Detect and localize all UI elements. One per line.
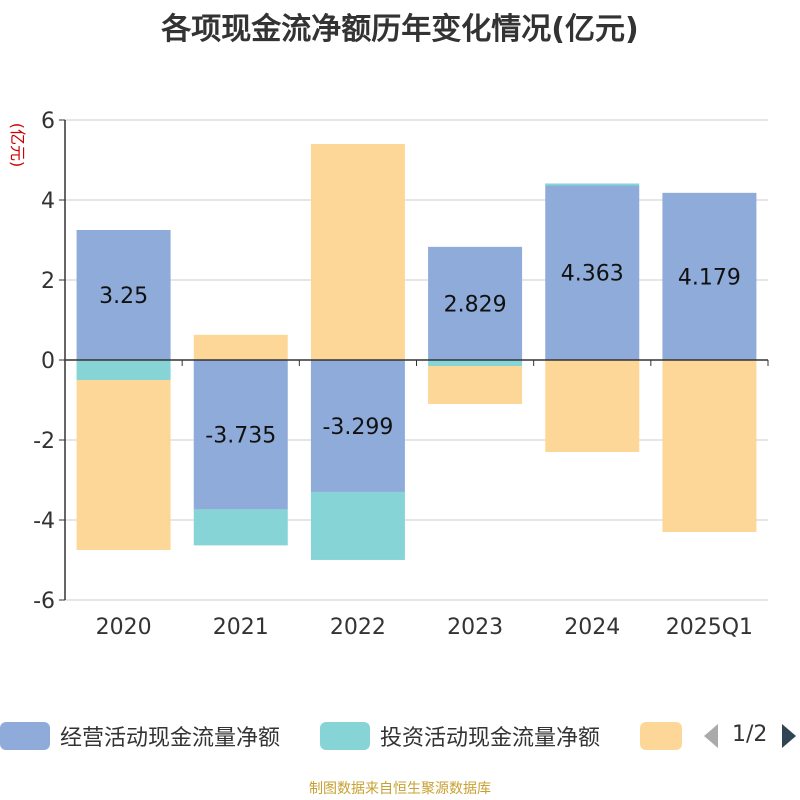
legend-swatch-financing bbox=[640, 722, 682, 750]
data-label: -3.299 bbox=[322, 415, 393, 440]
bar-series2-2020 bbox=[76, 380, 171, 550]
source-note: 制图数据来自恒生聚源数据库 bbox=[309, 781, 491, 797]
y-tick-label: -2 bbox=[33, 429, 55, 454]
bar-series0-2024 bbox=[545, 185, 640, 360]
x-tick-label: 2022 bbox=[330, 615, 386, 640]
y-axis-label: (亿元) bbox=[8, 123, 27, 168]
legend-item-operating[interactable]: 经营活动现金流量净额 bbox=[0, 716, 280, 756]
y-tick-label: 0 bbox=[41, 349, 55, 374]
bar-series0-2022 bbox=[310, 360, 405, 492]
x-tick-label: 2021 bbox=[213, 615, 269, 640]
bar-series0-2020 bbox=[76, 230, 171, 360]
legend-swatch-investing bbox=[320, 722, 370, 750]
bar-series0-2021 bbox=[193, 360, 288, 510]
legend-label-investing: 投资活动现金流量净额 bbox=[380, 726, 601, 751]
bar-series1-2024 bbox=[545, 183, 640, 186]
y-tick-label: -6 bbox=[33, 589, 55, 614]
x-tick-label: 2023 bbox=[447, 615, 503, 640]
legend-label-operating: 经营活动现金流量净额 bbox=[60, 726, 281, 751]
x-tick-label: 2025Q1 bbox=[666, 615, 753, 640]
legend-pager: 1/2 bbox=[700, 716, 800, 756]
bars bbox=[76, 144, 757, 560]
axes: -6 -4 -2 0 2 4 6 2020 2021 2022 2023 2024 2025Q1 (亿元) bbox=[8, 109, 769, 640]
chart-title: 各项现金流净额历年变化情况(亿元) bbox=[161, 12, 639, 47]
data-labels: 3.25 -3.735 -3.299 2.829 4.363 4.179 bbox=[99, 262, 741, 449]
bar-series1-2021 bbox=[193, 509, 288, 546]
bar-series0-2023 bbox=[428, 246, 523, 360]
x-tick-label: 2024 bbox=[564, 615, 620, 640]
legend-item-investing[interactable]: 投资活动现金流量净额 bbox=[320, 716, 600, 756]
y-tick-label: 2 bbox=[41, 269, 55, 294]
legend-swatch-operating bbox=[0, 722, 50, 750]
next-page-icon[interactable] bbox=[780, 722, 798, 750]
data-label: 4.179 bbox=[678, 265, 741, 290]
data-label: 3.25 bbox=[99, 284, 148, 309]
bar-series1-2023 bbox=[428, 360, 523, 366]
bar-series1-2020 bbox=[76, 360, 171, 380]
bar-series1-2022 bbox=[310, 491, 405, 560]
bar-series0-2025Q1 bbox=[662, 192, 757, 360]
grid-lines bbox=[65, 119, 768, 601]
bar-series2-2025Q1 bbox=[662, 360, 757, 532]
bar-series2-2021 bbox=[193, 334, 288, 360]
data-label: -3.735 bbox=[205, 424, 276, 449]
prev-page-icon[interactable] bbox=[702, 722, 720, 750]
y-tick-label: -4 bbox=[33, 509, 55, 534]
bar-series2-2022 bbox=[310, 144, 405, 360]
y-tick-label: 6 bbox=[41, 109, 55, 134]
bar-series2-2023 bbox=[428, 366, 523, 404]
data-label: 2.829 bbox=[444, 292, 507, 317]
legend-page-indicator: 1/2 bbox=[732, 722, 768, 747]
data-label: 4.363 bbox=[561, 262, 624, 287]
bar-series2-2024 bbox=[545, 360, 640, 452]
x-tick-label: 2020 bbox=[96, 615, 152, 640]
legend-item-financing[interactable] bbox=[640, 716, 692, 756]
y-tick-label: 4 bbox=[41, 189, 55, 214]
